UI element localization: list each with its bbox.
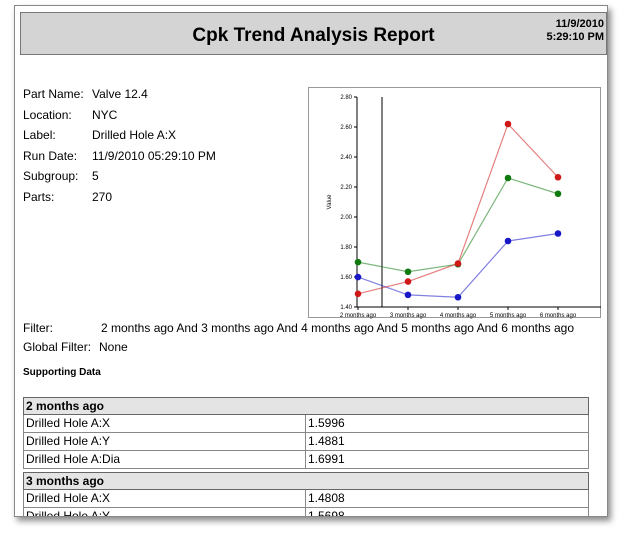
table: 2 months ago Drilled Hole A:X 1.5996 Drille… — [23, 394, 589, 517]
x-tick-label: 3 months ago — [390, 313, 427, 319]
table-row: Drilled Hole A:Dia 1.6991 — [23, 451, 589, 469]
point — [404, 278, 412, 285]
chart: Value 1.40 1.60 1.80 2.00 2.20 2.40 2.60 2.80 2 m… — [308, 87, 601, 319]
field-label: Location: — [23, 107, 72, 122]
y-tick-label: 2.80 — [340, 95, 352, 101]
point — [454, 260, 462, 267]
table-row: Drilled Hole A:Y 1.4881 — [23, 433, 589, 451]
y-tick-label: 1.40 — [340, 305, 352, 311]
point — [404, 291, 412, 299]
field-value: 270 — [92, 189, 113, 204]
field-value: NYC — [92, 107, 118, 122]
table-cell: 1.4881 — [308, 434, 345, 448]
point — [404, 268, 412, 276]
table-cell: Drilled Hole A:Y — [24, 433, 306, 450]
x-tick-label: 5 months ago — [490, 313, 527, 319]
point — [554, 173, 562, 181]
y-tick-label: 2.00 — [340, 215, 352, 221]
chart-frame — [308, 87, 601, 318]
point — [554, 190, 562, 198]
table-row: Drilled Hole A:X 1.5996 — [23, 415, 589, 433]
table-row: Drilled Hole A:Y 1.5698 — [23, 508, 589, 517]
time: 5:29:10 PM — [546, 31, 604, 43]
point — [354, 290, 362, 298]
report: Cpk Trend Analysis Report 11/9/2010 5:29… — [14, 5, 608, 517]
point — [354, 273, 362, 281]
field-value: Drilled Hole A:X — [92, 128, 177, 142]
section-title: Supporting Data — [23, 367, 101, 378]
table-cell: Drilled Hole A:X — [24, 415, 306, 432]
title: Cpk Trend Analysis Report — [192, 25, 435, 46]
field-label: Part Name: — [23, 87, 84, 101]
point — [354, 258, 362, 266]
field-value: 5 — [92, 169, 99, 183]
y-tick-label: 2.40 — [340, 155, 352, 161]
field-label: Label: — [23, 128, 56, 142]
field-value: Valve 12.4 — [92, 87, 148, 101]
y-tick-label: 2.20 — [340, 185, 352, 191]
table-cell: 1.5996 — [308, 416, 345, 430]
point — [504, 120, 512, 128]
global-filter-label: Global Filter: — [23, 340, 92, 354]
field-label: Subgroup: — [23, 169, 79, 183]
x-tick-label: 6 months ago — [540, 313, 577, 319]
y-tick-label: 1.80 — [340, 245, 352, 251]
point — [504, 237, 512, 245]
y-axis-label: Value — [327, 194, 333, 210]
filter-value: 2 months ago And 3 months ago And 4 mont… — [101, 321, 575, 335]
point — [504, 174, 512, 182]
field-value: 11/9/2010 05:29:10 PM — [92, 148, 216, 163]
group-header: 3 months ago — [23, 472, 589, 490]
field-label: Parts: — [23, 189, 55, 204]
date: 11/9/2010 — [555, 18, 604, 30]
table-cell: 1.6991 — [308, 452, 345, 466]
table-cell: Drilled Hole A:Dia — [24, 451, 306, 468]
header: Cpk Trend Analysis Report 11/9/2010 5:29… — [20, 12, 607, 55]
table-cell: Drilled Hole A:X — [24, 490, 306, 507]
table-cell: 1.5698 — [308, 509, 345, 517]
x-tick-label: 2 months ago — [340, 313, 377, 319]
y-tick-label: 1.60 — [340, 275, 352, 281]
x-tick-label: 4 months ago — [440, 313, 477, 319]
filter-label: Filter: — [23, 321, 53, 335]
group-header: 2 months ago — [23, 397, 589, 415]
table-row: Drilled Hole A:X 1.4808 — [23, 490, 589, 508]
y-tick-label: 2.60 — [340, 125, 352, 131]
point — [454, 293, 462, 301]
table-cell: 1.4808 — [308, 491, 345, 505]
global-filter-value: None — [99, 340, 128, 354]
point — [554, 230, 562, 237]
table-cell: Drilled Hole A:Y — [24, 508, 306, 516]
field-label: Run Date: — [23, 148, 78, 163]
